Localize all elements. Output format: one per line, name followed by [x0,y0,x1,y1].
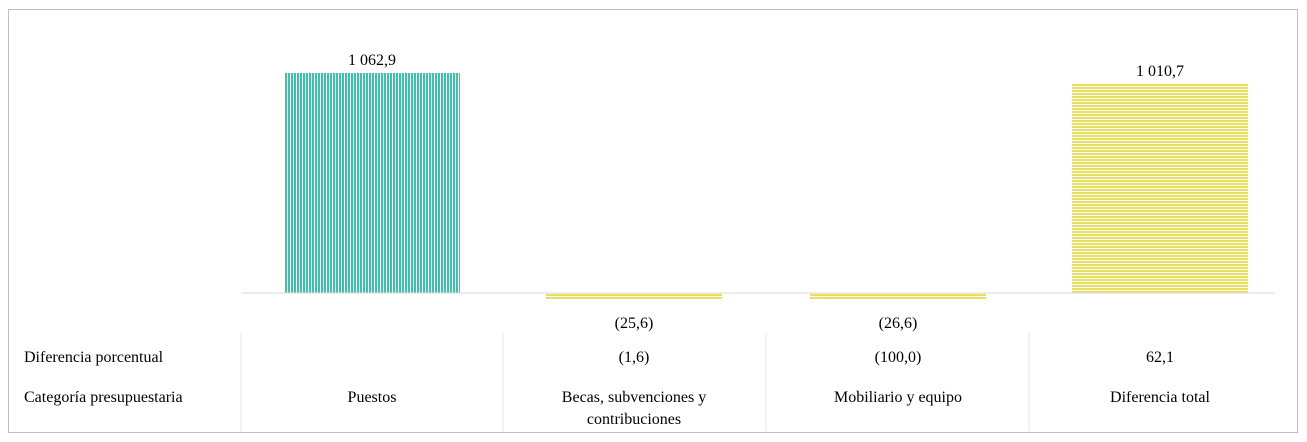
category-label-2-line-2: contribuciones [587,411,681,428]
table-row-label-2: Categoría presupuestaria [24,389,183,406]
data-label-2: (25,6) [615,315,654,332]
bar-4 [1072,83,1248,293]
data-label-3: (26,6) [879,315,918,332]
category-label-1: Puestos [348,389,397,406]
value-labels-layer: 1 062,9 (25,6) (26,6) 1 010,7 [348,52,1184,332]
bar-1 [284,73,460,293]
category-label-4: Diferencia total [1110,389,1211,406]
percent-diff-4: 62,1 [1146,349,1174,366]
bars-layer [284,73,1248,300]
percent-diff-2: (1,6) [619,349,650,366]
percent-diff-3: (100,0) [875,349,922,366]
category-label-3: Mobiliario y equipo [834,389,962,406]
data-table: Diferencia porcentual (1,6) (100,0) 62,1 Cat… [24,333,1211,431]
bar-2 [546,294,722,300]
table-row-label-1: Diferencia porcentual [24,349,164,366]
bar-3 [810,294,986,300]
data-label-4: 1 010,7 [1136,63,1184,80]
data-label-1: 1 062,9 [348,52,396,69]
category-label-2-line-1: Becas, subvenciones y [562,389,706,406]
